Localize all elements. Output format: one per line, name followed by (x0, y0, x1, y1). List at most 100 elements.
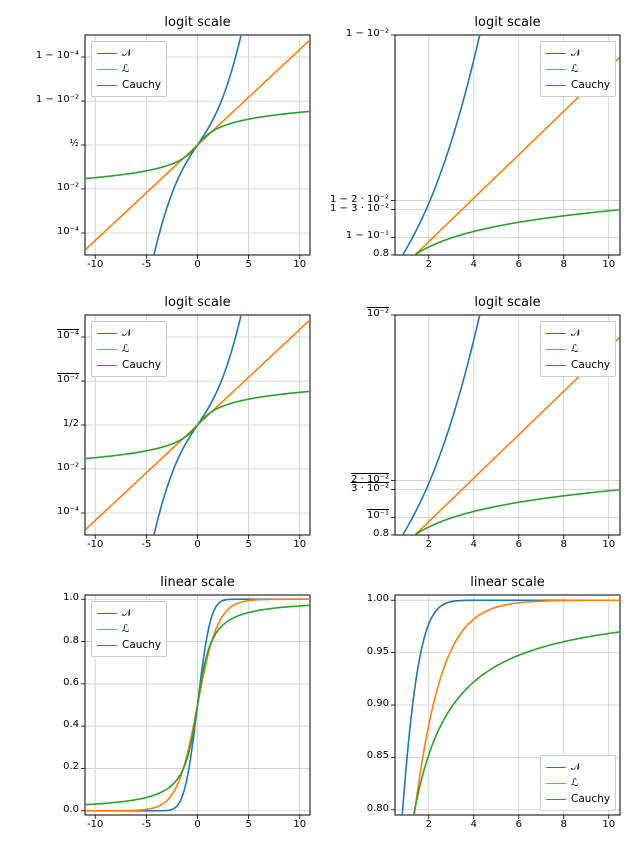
y-tick-label: 0.0 (63, 804, 79, 815)
legend-label: Cauchy (122, 79, 161, 91)
legend-swatch (97, 365, 117, 366)
x-tick-label: -10 (80, 259, 110, 270)
legend-label: 𝒩 (571, 47, 581, 60)
legend-label: 𝒩 (122, 607, 132, 620)
x-tick-label: 0 (183, 539, 213, 550)
y-tick-label: 0.2 (63, 761, 79, 772)
x-tick-label: 0 (183, 259, 213, 270)
legend-item-N: 𝒩 (97, 605, 161, 621)
legend-label: Cauchy (122, 639, 161, 651)
y-tick-label: 10⁻² (57, 182, 79, 193)
y-tick-label: 1/2 (63, 418, 79, 429)
y-tick-label: 1 − 10⁻¹ (346, 230, 389, 241)
y-tick-label: 10⁻² (57, 374, 79, 385)
panel-title: linear scale (85, 575, 310, 590)
legend-label: 𝒩 (122, 327, 132, 340)
legend-label: Cauchy (122, 359, 161, 371)
x-tick-label: 2 (414, 539, 444, 550)
legend-swatch (97, 349, 117, 350)
legend-swatch (546, 365, 566, 366)
legend-item-Cauchy: Cauchy (546, 357, 610, 373)
legend-label: ℒ (571, 343, 579, 355)
legend-item-N: 𝒩 (546, 325, 610, 341)
x-tick-label: -5 (131, 819, 161, 830)
legend-item-L: ℒ (97, 621, 161, 637)
y-tick-label: 0.8 (63, 635, 79, 646)
y-tick-label: 1.00 (367, 593, 389, 604)
legend-item-L: ℒ (546, 341, 610, 357)
legend: 𝒩ℒ Cauchy (540, 41, 616, 97)
y-tick-label: 0.95 (367, 646, 389, 657)
panel-title: logit scale (85, 15, 310, 30)
y-tick-label: 10⁻¹ (367, 510, 389, 521)
legend: 𝒩ℒ Cauchy (91, 41, 167, 97)
x-tick-label: -10 (80, 539, 110, 550)
legend-item-L: ℒ (546, 61, 610, 77)
legend-swatch (546, 53, 566, 54)
panel-title: linear scale (395, 575, 620, 590)
x-tick-label: 10 (594, 539, 624, 550)
legend-swatch (546, 85, 566, 86)
legend-swatch (97, 645, 117, 646)
y-tick-label: 1 − 10⁻² (36, 94, 79, 105)
y-tick-label: 0.8 (373, 248, 389, 259)
legend: 𝒩ℒ Cauchy (91, 601, 167, 657)
y-tick-label: 0.80 (367, 803, 389, 814)
legend-label: 𝒩 (122, 47, 132, 60)
panel-title: logit scale (85, 295, 310, 310)
legend-swatch (546, 333, 566, 334)
legend-item-L: ℒ (97, 341, 161, 357)
legend-swatch (97, 333, 117, 334)
legend: 𝒩ℒ Cauchy (540, 321, 616, 377)
x-tick-label: 4 (459, 819, 489, 830)
legend-label: ℒ (122, 343, 130, 355)
y-tick-label: 0.4 (63, 719, 79, 730)
x-tick-label: 5 (234, 259, 264, 270)
y-tick-label: 1 − 2 · 10⁻² (330, 194, 389, 205)
legend-swatch (97, 53, 117, 54)
y-tick-label: 10⁻² (367, 308, 389, 319)
legend-item-N: 𝒩 (97, 45, 161, 61)
legend-item-Cauchy: Cauchy (546, 791, 610, 807)
legend-swatch (546, 799, 566, 800)
legend-item-Cauchy: Cauchy (97, 357, 161, 373)
legend-label: ℒ (571, 777, 579, 789)
legend-label: 𝒩 (571, 327, 581, 340)
legend-swatch (97, 613, 117, 614)
x-tick-label: 2 (414, 819, 444, 830)
x-tick-label: 10 (285, 819, 315, 830)
legend: 𝒩ℒ Cauchy (91, 321, 167, 377)
legend-swatch (97, 629, 117, 630)
y-tick-label: 1 − 10⁻⁴ (36, 50, 79, 61)
y-tick-label: 0.85 (367, 750, 389, 761)
x-tick-label: -10 (80, 819, 110, 830)
figure: logit scale -10 -5 0 5 10 10⁻⁴ 10⁻² ½ 1 − 10⁻² 1 −… (0, 0, 640, 850)
x-tick-label: 5 (234, 539, 264, 550)
x-tick-label: 4 (459, 539, 489, 550)
legend-label: Cauchy (571, 793, 610, 805)
panel-title: logit scale (395, 15, 620, 30)
y-tick-label: 0.8 (373, 528, 389, 539)
y-tick-label: 10⁻⁴ (57, 226, 79, 237)
legend-label: ℒ (122, 63, 130, 75)
legend-item-N: 𝒩 (546, 759, 610, 775)
panel-title: logit scale (395, 295, 620, 310)
legend-swatch (546, 69, 566, 70)
legend-item-Cauchy: Cauchy (97, 637, 161, 653)
x-tick-label: 10 (594, 819, 624, 830)
legend-label: ℒ (571, 63, 579, 75)
y-tick-label: 1.0 (63, 592, 79, 603)
legend-swatch (97, 69, 117, 70)
legend-item-Cauchy: Cauchy (546, 77, 610, 93)
y-tick-label: 10⁻⁴ (57, 506, 79, 517)
y-tick-label: 0.90 (367, 698, 389, 709)
y-tick-label: ½ (69, 138, 79, 149)
x-tick-label: 8 (549, 259, 579, 270)
x-tick-label: 10 (285, 259, 315, 270)
y-tick-label: 1 − 10⁻² (346, 28, 389, 39)
x-tick-label: 8 (549, 819, 579, 830)
x-tick-label: 6 (504, 819, 534, 830)
y-tick-label: 10⁻² (57, 462, 79, 473)
legend-label: 𝒩 (571, 761, 581, 774)
legend-label: Cauchy (571, 79, 610, 91)
